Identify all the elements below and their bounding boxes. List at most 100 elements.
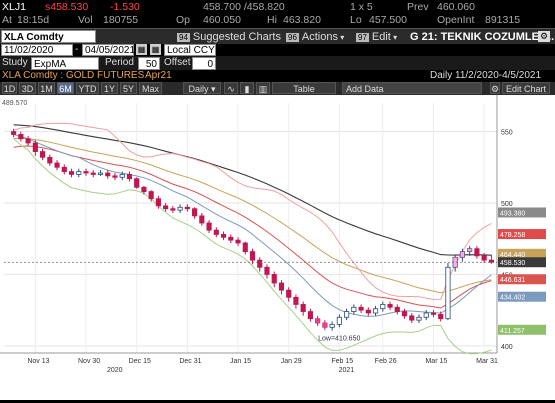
range-button-1m[interactable]: 1M — [38, 82, 55, 94]
price-value: 458.530 — [50, 1, 89, 13]
candle-body — [76, 171, 82, 175]
price-level-label: 478.258 — [500, 232, 525, 239]
security-input[interactable]: XLA Comdty — [1, 30, 96, 43]
candle-body — [192, 208, 198, 217]
bid-ask: 458.700 /458.820 — [203, 1, 285, 13]
date-row: 11/02/2020 - 04/05/2021 ▦ ▦ Local CCY — [0, 44, 555, 56]
candle-body — [184, 206, 190, 210]
candle-body — [278, 282, 285, 291]
date-range-label: Daily 11/2/2020-4/5/2021 — [430, 70, 542, 81]
table-button[interactable]: Table — [272, 82, 336, 94]
frequency-select[interactable]: Daily ▾ — [183, 82, 221, 94]
contract-month: Apr21 — [145, 70, 172, 81]
candle-body — [18, 134, 24, 140]
candle-body — [344, 311, 350, 318]
range-button-5y[interactable]: 5Y — [120, 82, 137, 94]
currency-select[interactable]: Local CCY — [164, 44, 216, 56]
page-title: G 21: TEKNIK COZUMLEM... — [410, 31, 555, 43]
price-level-label: 464.440 — [500, 252, 525, 259]
chart-settings-icon[interactable]: ⚙ — [490, 82, 500, 94]
range-button-ytd[interactable]: YTD — [76, 82, 99, 94]
price-level-tag — [498, 324, 546, 335]
candle-body — [423, 312, 429, 318]
candle-body — [474, 248, 480, 257]
candle-body — [336, 316, 342, 325]
price-prefix: s — [45, 1, 51, 13]
candle-body — [416, 316, 422, 321]
candle-body — [213, 229, 219, 235]
end-date-input[interactable]: 04/05/2021 — [82, 44, 135, 56]
price-level-tag — [498, 274, 546, 285]
candle-body — [105, 172, 111, 177]
period-input[interactable]: 50 — [138, 57, 160, 70]
suggested-charts-menu[interactable]: 94 Suggested Charts — [175, 30, 285, 44]
study-select[interactable]: ExpMA — [31, 57, 99, 70]
x-tick-label: Nov 13 — [27, 358, 49, 365]
candle-body — [430, 312, 437, 315]
at-time: 18:15d — [17, 14, 50, 26]
candle-body — [170, 208, 176, 211]
candle-body — [11, 131, 17, 135]
candle-body — [365, 309, 371, 314]
candle-body — [249, 251, 256, 261]
open-interest-value: 891315 — [485, 14, 521, 26]
settings-icon[interactable]: ⚙ — [538, 31, 550, 42]
candle-body — [438, 314, 444, 320]
candle-body — [134, 178, 140, 188]
candle-body — [199, 215, 205, 224]
price-level-label: 458.530 — [500, 260, 525, 267]
range-button-1d[interactable]: 1D — [2, 82, 17, 94]
range-button-max[interactable]: Max — [139, 82, 162, 94]
vol-label: Vol — [78, 14, 93, 26]
moving-average-short — [13, 133, 492, 317]
candle-body — [242, 242, 248, 252]
moving-average-long — [13, 124, 492, 256]
line-chart-icon[interactable]: ∿ — [224, 82, 238, 94]
edit-chart-button[interactable]: Edit Chart — [502, 82, 550, 94]
candle-body — [271, 274, 277, 284]
chart-subtitle-row: XLA Comdty : GOLD FUTURES Apr21 Daily 11… — [0, 70, 555, 82]
candle-body — [358, 306, 364, 311]
suggested-number: 94 — [177, 33, 190, 42]
candle-chart-icon[interactable]: ▮ — [240, 82, 254, 94]
range-button-3d[interactable]: 3D — [19, 82, 36, 94]
moving-average-mid — [13, 145, 492, 309]
high-value: 463.820 — [283, 14, 321, 26]
candle-body — [409, 315, 415, 321]
range-button-6m[interactable]: 6M — [57, 82, 74, 94]
price-level-tag — [498, 257, 546, 268]
calendar-icon[interactable]: ▦ — [136, 44, 147, 55]
candle-body — [97, 172, 104, 175]
period-label: Period — [105, 57, 134, 68]
open-label: Op — [176, 14, 191, 26]
price-chart: Low=410.650489.570400450500550493.380478… — [0, 95, 555, 400]
candle-body — [220, 234, 227, 238]
candle-body — [264, 266, 270, 275]
candle-body — [351, 306, 357, 312]
actions-menu[interactable]: 96 Actions ▾ — [286, 31, 345, 43]
open-interest-label: OpenInt — [437, 14, 475, 26]
candle-body — [25, 138, 31, 144]
range-button-1y[interactable]: 1Y — [101, 82, 118, 94]
candle-body — [257, 259, 263, 268]
x-tick-label: Nov 30 — [78, 358, 100, 365]
suggested-label: Suggested Charts — [192, 31, 281, 43]
start-date-input[interactable]: 11/02/2020 — [1, 44, 73, 56]
offset-input[interactable]: 0 — [192, 57, 216, 70]
edit-menu[interactable]: 97 Edit ▾ — [356, 31, 398, 43]
add-data-input[interactable]: Add Data — [342, 82, 482, 94]
prev-value: 460.060 — [437, 1, 475, 13]
highlight-marker — [315, 318, 320, 323]
calendar-icon-2[interactable]: ▦ — [150, 44, 161, 55]
lower-band — [13, 138, 492, 355]
x-tick-label: Mar 31 — [476, 358, 498, 365]
bar-chart-icon[interactable]: ▥ — [256, 82, 270, 94]
x-tick-label: Dec 15 — [129, 358, 151, 365]
candle-body — [228, 236, 234, 241]
upper-band — [13, 122, 492, 300]
candle-body — [126, 174, 133, 180]
candle-body — [32, 142, 38, 152]
at-label: At — [2, 14, 12, 26]
y-tick-label: 550 — [501, 130, 513, 137]
moving-average-50 — [13, 137, 492, 294]
